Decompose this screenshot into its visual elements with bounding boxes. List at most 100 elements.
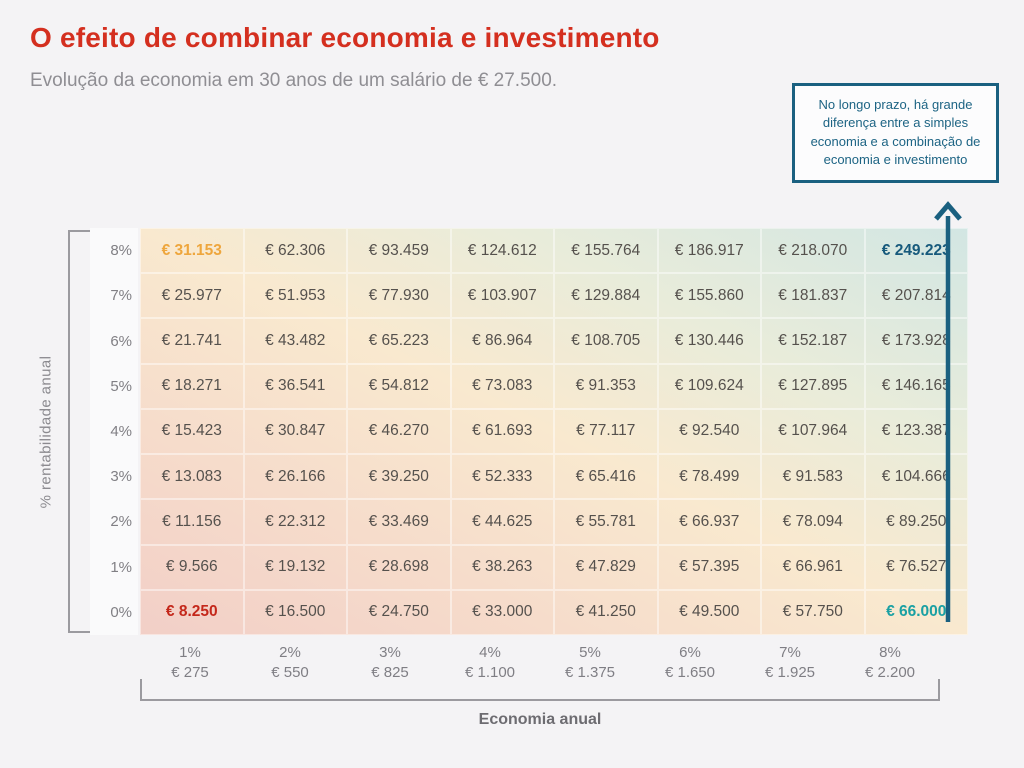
heatmap-cell: € 155.860: [658, 273, 762, 318]
heatmap-cell: € 73.083: [451, 364, 555, 409]
heatmap-cell: € 57.750: [761, 590, 865, 635]
heatmap-cell: € 26.166: [244, 454, 348, 499]
heatmap-cell: € 39.250: [347, 454, 451, 499]
heatmap-cell: € 76.527: [865, 545, 969, 590]
y-tick: 2%: [110, 513, 132, 531]
heatmap-cell: € 103.907: [451, 273, 555, 318]
x-tick: 6% € 1.650: [640, 643, 740, 683]
x-axis-tick-labels: 1% € 275 2% € 550 3% € 825 4% € 1.100 5%…: [140, 643, 940, 683]
heatmap-cell: € 16.500: [244, 590, 348, 635]
heatmap-cell: € 127.895: [761, 364, 865, 409]
heatmap-cell: € 61.693: [451, 409, 555, 454]
heatmap-cell: € 30.847: [244, 409, 348, 454]
heatmap-cell: € 66.937: [658, 499, 762, 544]
y-tick: 1%: [110, 558, 132, 576]
x-tick-pct: 3%: [379, 644, 401, 661]
x-tick-amount: € 2.200: [864, 664, 916, 681]
x-tick-pct: 4%: [479, 644, 501, 661]
x-tick-pct: 7%: [779, 644, 801, 661]
heatmap-cell: € 108.705: [554, 318, 658, 363]
y-tick: 5%: [110, 377, 132, 395]
heatmap-cell: € 49.500: [658, 590, 762, 635]
x-axis-title: Economia anual: [478, 711, 602, 728]
y-axis-title: % rentabilidade anual: [37, 355, 55, 509]
heatmap-cell: € 43.482: [244, 318, 348, 363]
heatmap-cell: € 78.499: [658, 454, 762, 499]
heatmap-cell: € 107.964: [761, 409, 865, 454]
x-tick: 2% € 550: [240, 643, 340, 683]
heatmap-cell: € 146.165: [865, 364, 969, 409]
heatmap-cell-highlight: € 31.153: [140, 228, 244, 273]
heatmap-table: € 31.153 € 62.306 € 93.459 € 124.612 € 1…: [140, 228, 968, 635]
up-arrow-icon: [934, 201, 962, 622]
heatmap-cell: € 15.423: [140, 409, 244, 454]
x-tick: 7% € 1.925: [740, 643, 840, 683]
heatmap-cell: € 92.540: [658, 409, 762, 454]
heatmap-cell: € 65.223: [347, 318, 451, 363]
x-tick: 1% € 275: [140, 643, 240, 683]
x-tick-pct: 1%: [179, 644, 201, 661]
x-tick: 3% € 825: [340, 643, 440, 683]
heatmap-cell: € 52.333: [451, 454, 555, 499]
heatmap-cell: € 62.306: [244, 228, 348, 273]
heatmap-cell: € 155.764: [554, 228, 658, 273]
heatmap-cell: € 186.917: [658, 228, 762, 273]
heatmap-cell: € 91.353: [554, 364, 658, 409]
page-title: O efeito de combinar economia e investim…: [30, 22, 660, 53]
heatmap-cell: € 9.566: [140, 545, 244, 590]
heatmap-cell: € 78.094: [761, 499, 865, 544]
heatmap-cell: € 18.271: [140, 364, 244, 409]
heatmap-cell: € 65.416: [554, 454, 658, 499]
heatmap-cell: € 21.741: [140, 318, 244, 363]
heatmap-cell: € 36.541: [244, 364, 348, 409]
heatmap-cell: € 218.070: [761, 228, 865, 273]
x-tick-amount: € 825: [371, 664, 409, 681]
y-axis-tick-labels: 8% 7% 6% 5% 4% 3% 2% 1% 0%: [90, 228, 138, 635]
heatmap-cell: € 25.977: [140, 273, 244, 318]
y-tick: 3%: [110, 468, 132, 486]
heatmap-cell: € 51.953: [244, 273, 348, 318]
x-tick-pct: 8%: [879, 644, 901, 661]
heatmap-cell: € 38.263: [451, 545, 555, 590]
heatmap-cell-highlight: € 249.223: [865, 228, 969, 273]
heatmap-cell: € 28.698: [347, 545, 451, 590]
x-tick-amount: € 275: [171, 664, 209, 681]
x-tick-amount: € 1.925: [764, 664, 816, 681]
x-tick-amount: € 1.650: [664, 664, 716, 681]
heatmap-cell: € 104.666: [865, 454, 969, 499]
heatmap-cell: € 55.781: [554, 499, 658, 544]
callout-text: No longo prazo, há grande diferença entr…: [810, 97, 981, 168]
heatmap-cell: € 54.812: [347, 364, 451, 409]
heatmap-cell: € 13.083: [140, 454, 244, 499]
heatmap-cell: € 41.250: [554, 590, 658, 635]
heatmap-cell-highlight: € 66.000: [865, 590, 969, 635]
y-tick: 4%: [110, 422, 132, 440]
heatmap-cell: € 130.446: [658, 318, 762, 363]
heatmap-cell: € 152.187: [761, 318, 865, 363]
x-tick-pct: 6%: [679, 644, 701, 661]
callout-box: No longo prazo, há grande diferença entr…: [792, 83, 999, 183]
x-tick-pct: 5%: [579, 644, 601, 661]
heatmap-cell: € 33.000: [451, 590, 555, 635]
heatmap-cell: € 89.250: [865, 499, 969, 544]
heatmap-cell: € 24.750: [347, 590, 451, 635]
x-tick-amount: € 1.375: [564, 664, 616, 681]
heatmap-cell: € 44.625: [451, 499, 555, 544]
x-tick: 5% € 1.375: [540, 643, 640, 683]
page-subtitle: Evolução da economia em 30 anos de um sa…: [30, 70, 558, 91]
y-tick: 6%: [110, 332, 132, 350]
y-tick: 7%: [110, 287, 132, 305]
heatmap-cell: € 181.837: [761, 273, 865, 318]
heatmap-cell: € 11.156: [140, 499, 244, 544]
heatmap-cell: € 33.469: [347, 499, 451, 544]
heatmap-cell: € 129.884: [554, 273, 658, 318]
x-tick-pct: 2%: [279, 644, 301, 661]
heatmap-cell: € 47.829: [554, 545, 658, 590]
x-tick: 4% € 1.100: [440, 643, 540, 683]
heatmap-cell: € 124.612: [451, 228, 555, 273]
heatmap-cell: € 77.930: [347, 273, 451, 318]
y-tick: 8%: [110, 242, 132, 260]
heatmap-cell: € 77.117: [554, 409, 658, 454]
x-tick-amount: € 550: [271, 664, 309, 681]
